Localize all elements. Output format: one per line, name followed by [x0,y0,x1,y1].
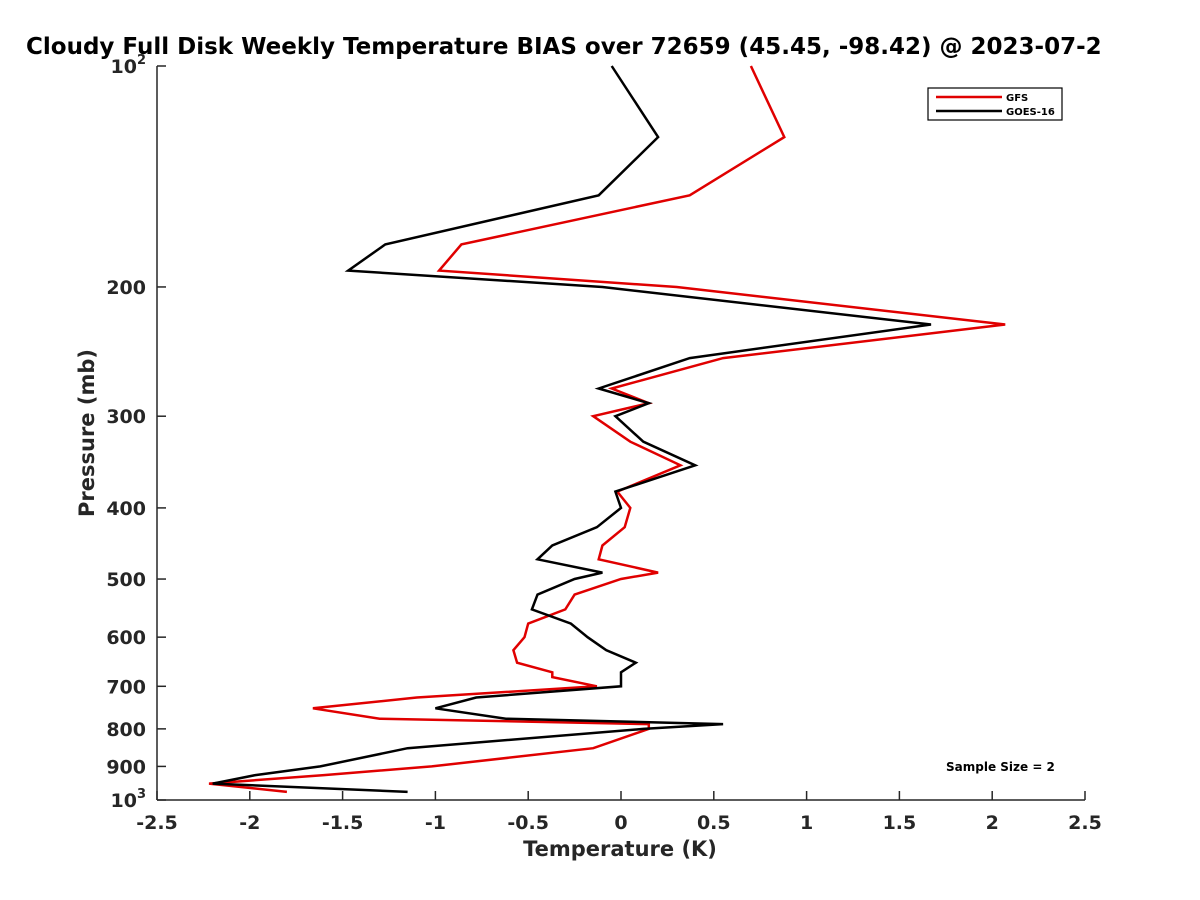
legend-box [927,87,1063,121]
sample-size-annotation: Sample Size = 2 [946,760,1055,774]
x-tick-label: -2 [239,812,260,834]
legend-label-goes-16: GOES-16 [1006,107,1055,118]
y-tick-label: 500 [106,569,146,591]
x-tick-label: 1.5 [883,812,917,834]
chart-title: Cloudy Full Disk Weekly Temperature BIAS… [26,34,1102,60]
plot-axes: -2.5 -2 -1.5 -1 -0.5 0 0.5 1 1.5 2 2.5 102 200 300 400… [106,53,1102,834]
x-axis-title: Temperature (K) [523,837,717,861]
legend: GFS GOES-16 [927,87,1063,121]
y-tick-label: 800 [106,719,146,741]
y-tick-label: 400 [106,498,146,520]
y-tick-label: 300 [106,406,146,428]
y-tick-label: 102 [111,53,147,78]
series-line-gfs [208,65,1006,794]
x-tick-label: -1 [425,812,446,834]
x-tick-label: -0.5 [507,812,549,834]
x-tick-label: 1 [800,812,813,834]
x-tick-label: 0.5 [697,812,731,834]
y-tick-label: 900 [106,756,146,778]
x-tick-label: 2 [986,812,999,834]
series-line-goes-16 [212,65,932,794]
y-tick-label: 200 [106,277,146,299]
x-tick-label: -2.5 [136,812,178,834]
x-tick-label: 2.5 [1068,812,1102,834]
y-tick-label: 700 [106,676,146,698]
y-tick-label: 600 [106,627,146,649]
y-axis-title: Pressure (mb) [75,349,99,517]
x-tick-label: 0 [614,812,627,834]
legend-label-gfs: GFS [1006,93,1028,104]
series-layer [208,65,1006,794]
x-tick-label: -1.5 [322,812,364,834]
y-tick-label: 103 [111,787,147,812]
